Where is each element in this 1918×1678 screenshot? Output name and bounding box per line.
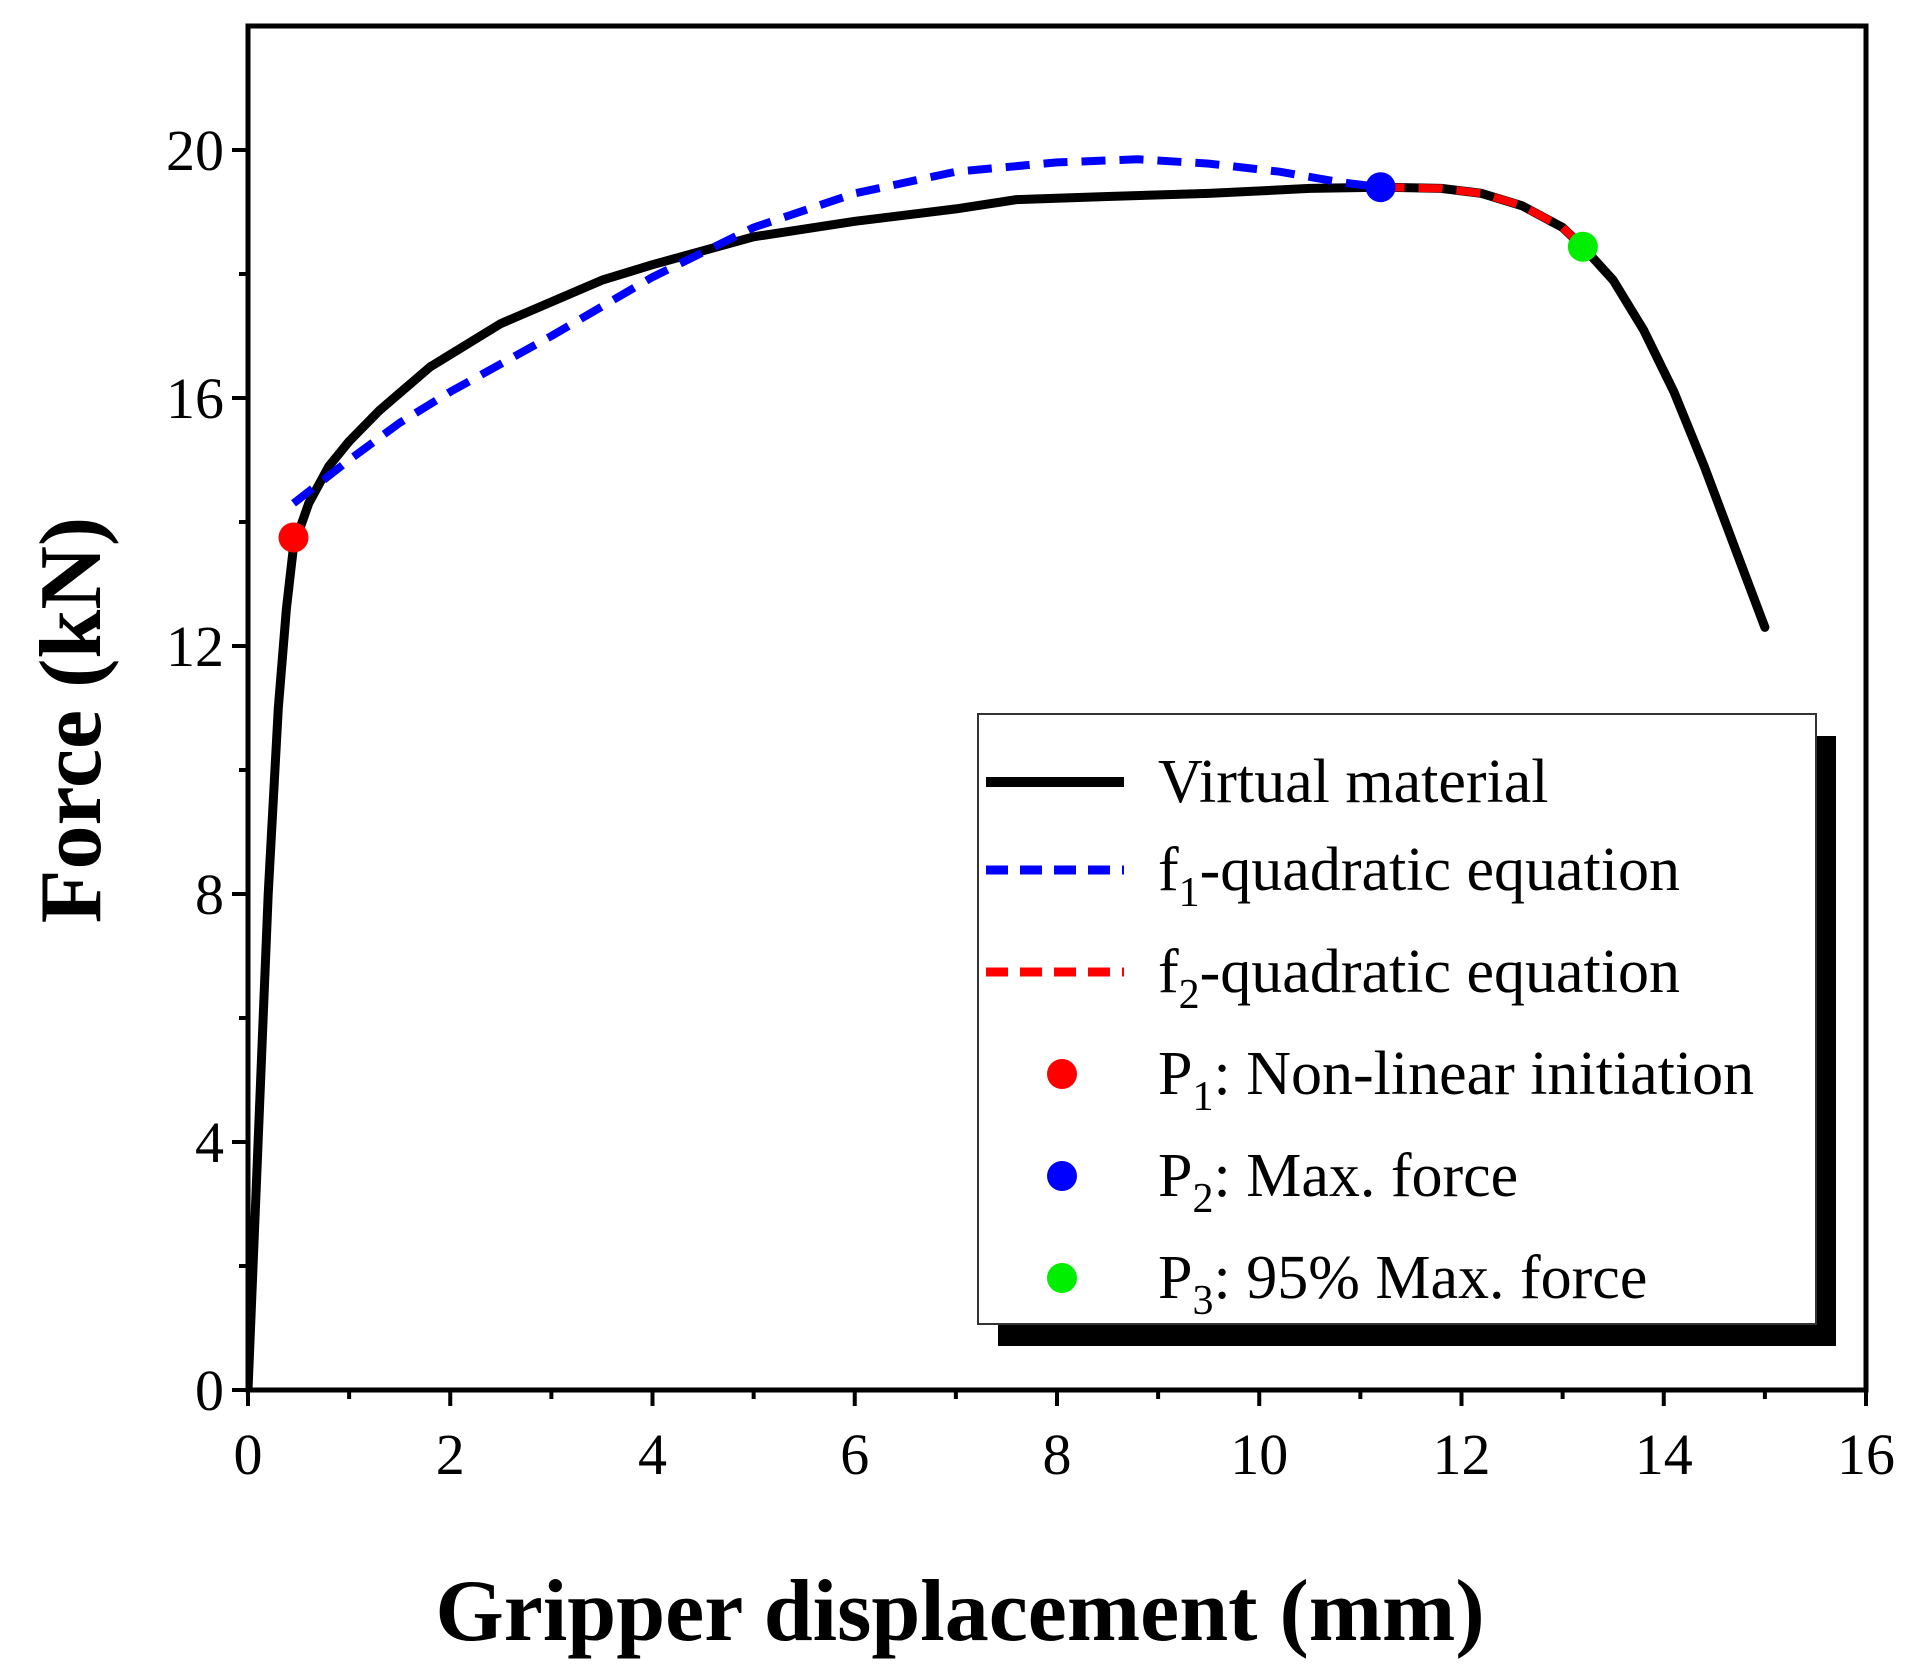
x-axis-title: Gripper displacement (mm) (435, 1563, 1484, 1660)
y-tick-label: 12 (166, 614, 224, 679)
x-tick-label: 14 (1635, 1422, 1693, 1487)
legend-marker-swatch (1047, 1161, 1077, 1191)
x-tick-label: 16 (1837, 1422, 1895, 1487)
legend-entry-3: f2-quadratic equation (986, 938, 1680, 1018)
x-tick-label: 2 (436, 1422, 465, 1487)
y-tick-label: 0 (195, 1358, 224, 1423)
y-tick-label: 8 (195, 862, 224, 927)
legend-marker-swatch (1047, 1059, 1077, 1089)
marker-p1 (278, 522, 309, 553)
legend-entry-1: Virtual material (986, 748, 1549, 816)
x-tick-label: 8 (1043, 1422, 1072, 1487)
legend-entry-6: P3: 95% Max. force (1047, 1244, 1647, 1324)
plot-area (248, 155, 1770, 1390)
legend-marker-swatch (1047, 1263, 1077, 1293)
legend-label: f1-quadratic equation (1158, 836, 1680, 916)
legend: Virtual material f1-quadratic equation f2-… (977, 713, 1836, 1346)
legend-label: P3: 95% Max. force (1158, 1244, 1647, 1324)
legend-entry-2: f1-quadratic equation (986, 836, 1680, 916)
series-line-2 (291, 155, 1382, 507)
x-tick-label: 0 (234, 1422, 263, 1487)
x-tick-label: 4 (638, 1422, 667, 1487)
marker-p2 (1365, 172, 1396, 203)
legend-label: P2: Max. force (1158, 1142, 1518, 1222)
legend-entry-4: P1: Non-linear initiation (1047, 1040, 1754, 1120)
y-tick-label: 20 (166, 118, 224, 183)
legend-label: f2-quadratic equation (1158, 938, 1680, 1018)
axes: 0 2 4 6 8 10 12 14 16 0 4 8 12 16 20 (166, 23, 1895, 1487)
x-tick-label: 10 (1230, 1422, 1288, 1487)
legend-label: Virtual material (1158, 748, 1549, 816)
legend-box (977, 713, 1817, 1325)
x-tick-label: 6 (840, 1422, 869, 1487)
y-tick-label: 4 (195, 1110, 224, 1175)
legend-entry-5: P2: Max. force (1047, 1142, 1518, 1222)
y-tick-label: 16 (166, 366, 224, 431)
x-tick-label: 12 (1433, 1422, 1491, 1487)
series-line-3 (1380, 183, 1586, 250)
legend-label: P1: Non-linear initiation (1158, 1040, 1754, 1120)
marker-p3 (1567, 231, 1598, 262)
y-axis-title: Force (kN) (23, 517, 120, 923)
